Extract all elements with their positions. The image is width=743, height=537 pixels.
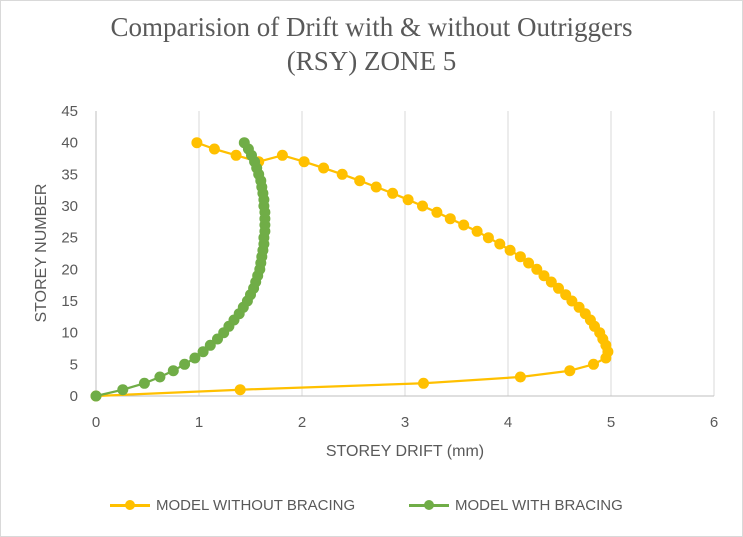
y-tick-label: 15 bbox=[61, 293, 78, 310]
data-point-without-bracing bbox=[538, 270, 550, 282]
data-point-without-bracing bbox=[531, 263, 543, 275]
data-point-without-bracing bbox=[276, 149, 288, 161]
x-axis-title: STOREY DRIFT (mm) bbox=[326, 443, 484, 460]
data-point-without-bracing bbox=[336, 168, 348, 180]
data-point-without-bracing bbox=[504, 244, 516, 256]
data-point-without-bracing bbox=[370, 181, 382, 193]
data-point-without-bracing bbox=[387, 187, 399, 199]
y-tick-label: 5 bbox=[70, 356, 78, 373]
data-point-without-bracing bbox=[208, 143, 220, 155]
data-point-without-bracing bbox=[318, 162, 330, 174]
data-point-without-bracing bbox=[560, 289, 572, 301]
data-point-without-bracing bbox=[354, 175, 366, 187]
data-point-with-bracing bbox=[167, 365, 179, 377]
data-point-without-bracing bbox=[417, 200, 428, 212]
data-point-without-bracing bbox=[444, 213, 456, 225]
data-point-without-bracing bbox=[234, 384, 246, 396]
x-tick-label: 1 bbox=[195, 414, 203, 431]
data-point-with-bracing bbox=[197, 346, 209, 358]
gridlines bbox=[198, 111, 715, 396]
y-tick-label: 30 bbox=[61, 198, 78, 215]
data-point-with-bracing bbox=[179, 358, 191, 370]
data-point-without-bracing bbox=[458, 219, 470, 231]
y-tick-label: 20 bbox=[61, 261, 78, 278]
data-point-without-bracing bbox=[494, 238, 506, 250]
chart-title: Comparision of Drift with & without Outr… bbox=[0, 10, 743, 78]
data-point-without-bracing bbox=[482, 232, 494, 244]
data-point-with-bracing bbox=[204, 339, 216, 351]
data-point-without-bracing bbox=[191, 137, 203, 149]
y-axis-title: STOREY NUMBER bbox=[33, 184, 50, 323]
y-tick-label: 10 bbox=[61, 325, 78, 342]
data-point-with-bracing bbox=[90, 390, 102, 402]
series-line-with-bracing bbox=[95, 142, 267, 398]
x-tick-label: 3 bbox=[401, 414, 409, 431]
x-tick-label: 6 bbox=[710, 414, 718, 431]
data-point-without-bracing bbox=[514, 371, 526, 383]
legend-item-with-bracing: MODEL WITH BRACING bbox=[409, 493, 623, 517]
series-line-without-bracing bbox=[95, 141, 610, 398]
y-tick-label: 40 bbox=[61, 135, 78, 152]
data-point-with-bracing bbox=[238, 137, 250, 149]
legend-label-with-bracing: MODEL WITH BRACING bbox=[455, 496, 623, 514]
data-point-with-bracing bbox=[189, 352, 201, 364]
data-point-with-bracing bbox=[138, 377, 150, 389]
data-point-without-bracing bbox=[402, 194, 414, 206]
y-tick-label: 45 bbox=[61, 103, 78, 120]
data-point-with-bracing bbox=[117, 384, 129, 396]
x-tick-label: 4 bbox=[504, 414, 512, 431]
legend-item-without-bracing: MODEL WITHOUT BRACING bbox=[110, 493, 355, 517]
legend: MODEL WITHOUT BRACING MODEL WITH BRACING bbox=[0, 493, 743, 517]
data-point-without-bracing bbox=[514, 251, 526, 263]
data-point-without-bracing bbox=[418, 377, 429, 389]
axes bbox=[95, 111, 714, 397]
x-tick-label: 2 bbox=[298, 414, 306, 431]
data-point-without-bracing bbox=[471, 225, 483, 237]
data-point-with-bracing bbox=[154, 371, 166, 383]
data-point-without-bracing bbox=[553, 282, 564, 294]
data-point-without-bracing bbox=[573, 301, 585, 313]
data-series bbox=[90, 137, 614, 402]
data-point-without-bracing bbox=[431, 206, 443, 218]
y-tick-label: 35 bbox=[61, 166, 78, 183]
legend-label-without-bracing: MODEL WITHOUT BRACING bbox=[156, 496, 356, 514]
legend-marker-without-bracing bbox=[110, 493, 150, 517]
data-point-without-bracing bbox=[564, 365, 576, 377]
data-point-without-bracing bbox=[523, 257, 535, 269]
chart-title-line-1: Comparision of Drift with & without Outr… bbox=[110, 12, 633, 42]
data-point-without-bracing bbox=[230, 149, 242, 161]
data-point-without-bracing bbox=[298, 156, 310, 168]
chart-title-line-2: (RSY) ZONE 5 bbox=[286, 46, 457, 76]
legend-marker-with-bracing bbox=[409, 493, 449, 517]
x-tick-label: 5 bbox=[607, 414, 615, 431]
data-point-without-bracing bbox=[545, 276, 557, 288]
data-point-without-bracing bbox=[588, 358, 599, 370]
y-tick-label: 25 bbox=[61, 230, 78, 247]
x-tick-label: 0 bbox=[92, 414, 100, 431]
y-tick-label: 0 bbox=[70, 388, 78, 405]
